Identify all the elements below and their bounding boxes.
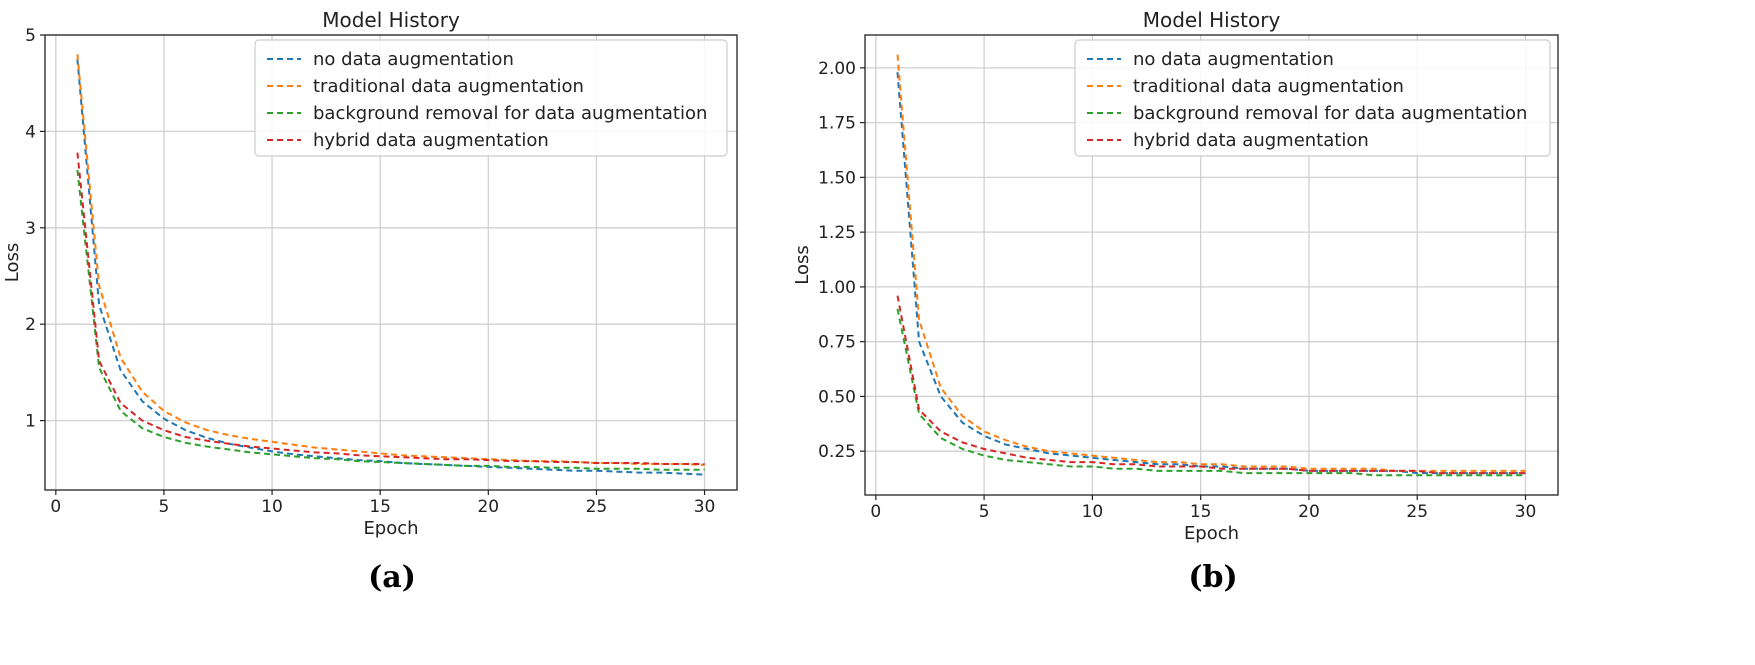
legend-box	[254, 39, 728, 157]
y-tick-label: 4	[25, 122, 36, 142]
series-line-no-data-augmentation	[76, 59, 705, 476]
series-line-hybrid-data-augmentation	[896, 295, 1526, 475]
y-axis-label: Loss	[2, 243, 23, 282]
x-tick-label: 5	[159, 497, 170, 517]
x-axis-label: Epoch	[1184, 523, 1239, 544]
y-tick-label: 0.50	[818, 387, 856, 407]
legend-box	[1074, 39, 1551, 157]
x-tick-label: 15	[369, 497, 391, 517]
panel-caption: (a)	[368, 560, 416, 595]
x-tick-label: 0	[50, 497, 61, 517]
chart-title: Model History	[1143, 8, 1281, 32]
series-line-background-removal-for-data-augmentation	[896, 308, 1526, 477]
series-group	[896, 54, 1526, 477]
y-axis-label: Loss	[792, 245, 813, 284]
x-tick-label: 5	[979, 502, 990, 522]
y-tick-label: 2.00	[818, 59, 856, 79]
y-tick-label: 0.25	[818, 442, 856, 462]
plot-frame	[864, 34, 1559, 496]
legend-label: traditional data augmentation	[1133, 76, 1404, 97]
legend: no data augmentation traditional data aug…	[254, 39, 728, 157]
x-axis-label: Epoch	[363, 518, 418, 539]
y-tick-label: 3	[25, 219, 36, 239]
legend-label: no data augmentation	[313, 49, 514, 70]
chart-panel-a: 0 5 10 15 20 25 30 1 2 3 4 5 Model History Epoch Loss n…	[2, 8, 738, 595]
y-tick-label: 2	[25, 315, 36, 335]
x-tick-label: 20	[1298, 502, 1320, 522]
chart-title: Model History	[322, 8, 460, 32]
y-tick-label: 1.25	[818, 223, 856, 243]
legend-label: traditional data augmentation	[313, 76, 584, 97]
legend-label: background removal for data augmentation	[313, 103, 707, 124]
y-tick-label: 0.75	[818, 333, 856, 353]
x-tick-label: 25	[1406, 502, 1428, 522]
x-tick-label: 20	[477, 497, 499, 517]
x-tick-label: 10	[261, 497, 283, 517]
chart-panel-b: 0 5 10 15 20 25 30 0.25 0.50 0.75 1.00 1.25 1.50 1.75…	[792, 8, 1559, 595]
plot-frame	[44, 34, 738, 491]
x-tick-label: 0	[870, 502, 881, 522]
y-tick-label: 1.00	[818, 278, 856, 298]
x-tick-label: 25	[586, 497, 608, 517]
series-group	[76, 54, 705, 476]
legend-label: background removal for data augmentation	[1133, 103, 1527, 124]
legend-label: hybrid data augmentation	[313, 130, 549, 151]
legend-label: hybrid data augmentation	[1133, 130, 1369, 151]
legend-label: no data augmentation	[1133, 49, 1334, 70]
y-tick-label: 1.75	[818, 114, 856, 134]
x-tick-label: 30	[1515, 502, 1537, 522]
legend: no data augmentation traditional data aug…	[1074, 39, 1551, 157]
y-tick-label: 1.50	[818, 168, 856, 188]
y-tick-label: 5	[25, 26, 36, 46]
x-tick-label: 30	[694, 497, 716, 517]
x-tick-label: 15	[1190, 502, 1212, 522]
panel-caption: (b)	[1188, 560, 1237, 595]
y-tick-label: 1	[25, 412, 36, 432]
x-tick-label: 10	[1082, 502, 1104, 522]
